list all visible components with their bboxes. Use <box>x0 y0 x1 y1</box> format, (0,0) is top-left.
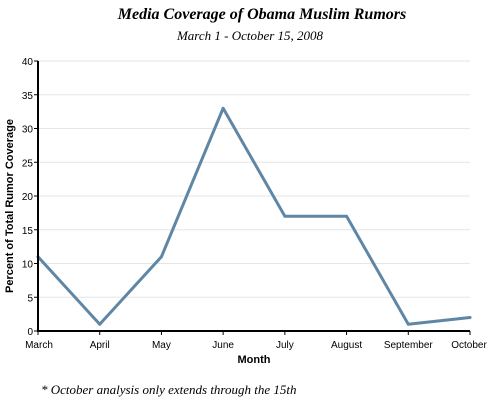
x-axis-ticks: March April May June July August September Octo… <box>25 331 487 351</box>
data-point <box>283 214 287 218</box>
data-point <box>160 255 163 259</box>
chart-subtitle: March 1 - October 15, 2008 <box>176 28 324 43</box>
y-tick-label: 40 <box>22 57 34 68</box>
x-tick-label: June <box>212 340 234 351</box>
series-layer <box>36 106 472 326</box>
y-tick-label: 35 <box>22 91 34 102</box>
footnote: * October analysis only extends through … <box>41 382 297 397</box>
x-tick-label: May <box>152 340 171 351</box>
y-tick-label: 0 <box>27 327 33 338</box>
data-point <box>98 322 102 326</box>
x-tick-label: March <box>25 340 53 351</box>
x-axis-label: Month <box>238 354 271 366</box>
y-tick-label: 20 <box>22 192 34 203</box>
y-tick-label: 5 <box>27 293 33 304</box>
data-point <box>406 322 410 326</box>
x-tick-label: August <box>331 340 362 351</box>
x-tick-label: September <box>384 340 434 351</box>
x-tick-label: July <box>276 340 294 351</box>
x-tick-label: April <box>90 340 110 351</box>
data-point <box>221 106 225 110</box>
y-tick-label: 15 <box>22 226 34 237</box>
y-tick-label: 30 <box>22 125 34 136</box>
y-tick-label: 10 <box>22 260 34 271</box>
y-axis-ticks: 0 5 10 15 20 25 30 35 40 <box>22 57 38 338</box>
data-point <box>345 214 348 218</box>
gridlines <box>38 60 470 298</box>
y-axis-label: Percent of Total Rumor Coverage <box>4 119 16 293</box>
y-tick-label: 25 <box>22 158 34 169</box>
data-point <box>468 316 472 319</box>
chart-title: Media Coverage of Obama Muslim Rumors <box>117 6 406 23</box>
x-tick-label: October <box>451 340 487 351</box>
series-line <box>36 106 472 326</box>
